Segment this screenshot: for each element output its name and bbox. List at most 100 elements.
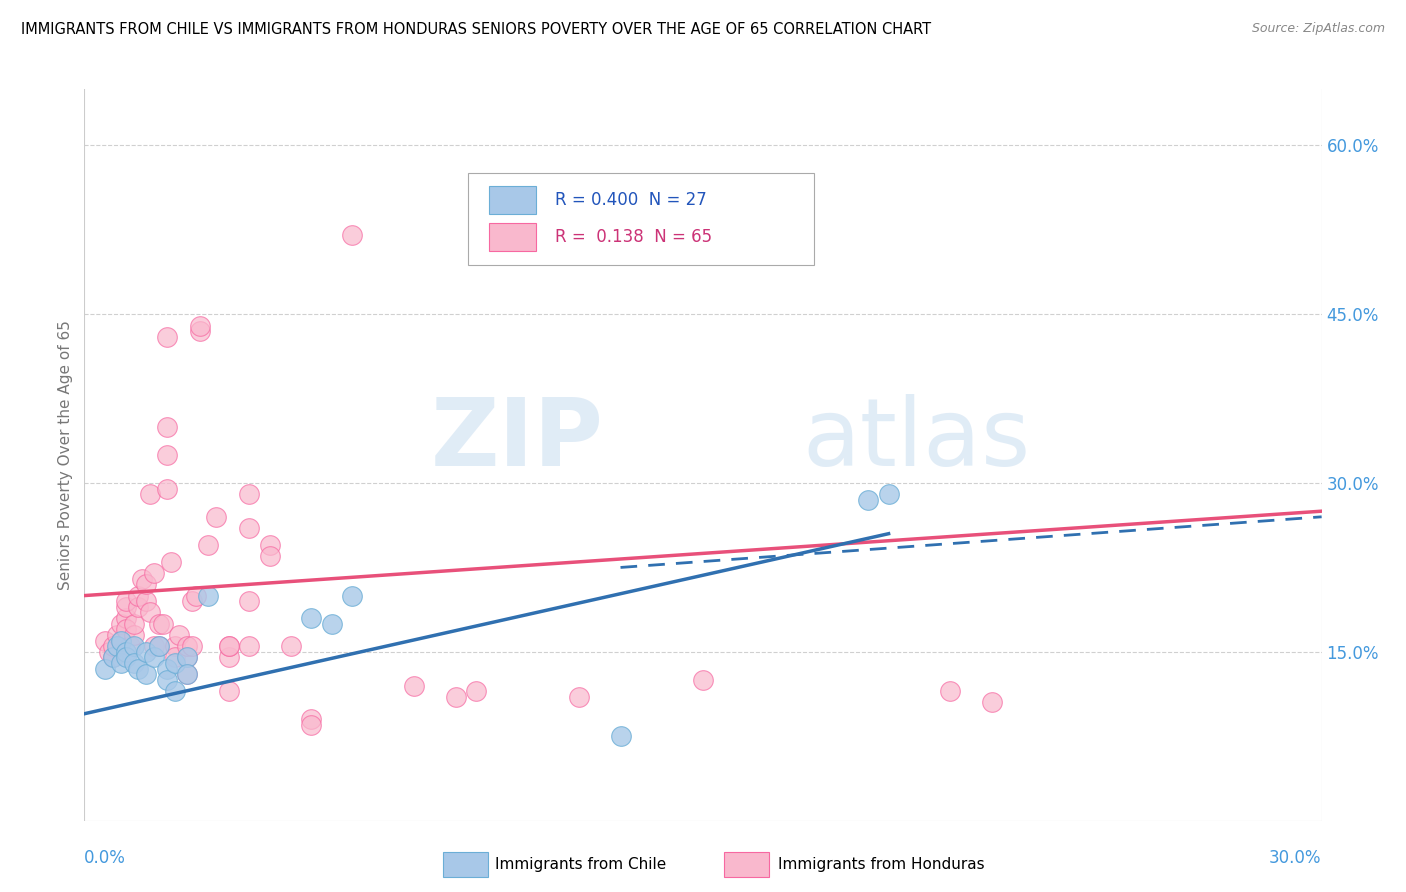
Point [197, 538, 219, 552]
Point [160, 555, 183, 569]
Y-axis label: Seniors Poverty Over the Age of 65: Seniors Poverty Over the Age of 65 [58, 320, 73, 590]
Point [856, 492, 879, 507]
Point [176, 667, 198, 681]
Point [180, 594, 202, 608]
Point [465, 684, 488, 698]
Point [122, 616, 145, 631]
Point [122, 656, 145, 670]
Point [180, 639, 202, 653]
Point [238, 487, 260, 501]
Point [148, 639, 170, 653]
Point [197, 589, 219, 603]
Point [980, 696, 1002, 710]
Point [156, 482, 179, 496]
Point [176, 639, 198, 653]
Point [114, 645, 136, 659]
Point [110, 616, 132, 631]
Text: Immigrants from Chile: Immigrants from Chile [495, 857, 666, 871]
Point [122, 628, 145, 642]
Bar [489, 223, 536, 251]
Text: atlas: atlas [801, 394, 1031, 486]
Point [188, 318, 211, 333]
Text: R = 0.400  N = 27: R = 0.400 N = 27 [554, 192, 706, 210]
Text: R =  0.138  N = 65: R = 0.138 N = 65 [554, 228, 711, 246]
Point [143, 639, 166, 653]
Point [342, 228, 364, 243]
Point [165, 656, 187, 670]
Point [156, 330, 179, 344]
Point [135, 667, 157, 681]
Point [135, 577, 157, 591]
Point [156, 419, 179, 434]
FancyBboxPatch shape [468, 173, 814, 265]
Point [139, 487, 162, 501]
Point [877, 487, 900, 501]
Point [122, 639, 145, 653]
Point [135, 594, 157, 608]
Point [148, 639, 170, 653]
Point [110, 633, 132, 648]
Text: 30.0%: 30.0% [1270, 849, 1322, 867]
Point [176, 667, 198, 681]
Bar [489, 186, 536, 214]
Point [299, 718, 322, 732]
Point [176, 650, 198, 665]
Point [184, 589, 207, 603]
Point [692, 673, 714, 687]
Point [568, 690, 591, 704]
Point [114, 599, 136, 614]
Point [94, 662, 117, 676]
Text: IMMIGRANTS FROM CHILE VS IMMIGRANTS FROM HONDURAS SENIORS POVERTY OVER THE AGE O: IMMIGRANTS FROM CHILE VS IMMIGRANTS FROM… [21, 22, 931, 37]
Point [105, 639, 128, 653]
Point [131, 572, 153, 586]
Point [103, 650, 125, 665]
Point [176, 650, 198, 665]
Point [110, 633, 132, 648]
Text: 0.0%: 0.0% [84, 849, 127, 867]
Point [939, 684, 962, 698]
Point [156, 662, 179, 676]
Point [238, 521, 260, 535]
Point [299, 611, 322, 625]
Point [114, 623, 136, 637]
Text: Immigrants from Honduras: Immigrants from Honduras [778, 857, 984, 871]
Point [609, 729, 631, 743]
Point [103, 650, 125, 665]
Point [135, 645, 157, 659]
Point [321, 616, 343, 631]
Point [218, 639, 240, 653]
Point [444, 690, 467, 704]
Point [342, 589, 364, 603]
Point [238, 639, 260, 653]
Point [165, 684, 187, 698]
Point [218, 650, 240, 665]
Point [148, 616, 170, 631]
Point [218, 639, 240, 653]
Point [94, 633, 117, 648]
Point [110, 656, 132, 670]
Point [127, 599, 149, 614]
Point [139, 606, 162, 620]
Point [188, 324, 211, 338]
Point [152, 616, 174, 631]
Point [118, 639, 141, 653]
Point [259, 549, 281, 564]
Point [143, 650, 166, 665]
Point [103, 639, 125, 653]
Point [114, 650, 136, 665]
Point [165, 650, 187, 665]
Point [114, 594, 136, 608]
Point [259, 538, 281, 552]
Point [114, 611, 136, 625]
Point [167, 628, 190, 642]
Point [218, 684, 240, 698]
Text: Source: ZipAtlas.com: Source: ZipAtlas.com [1251, 22, 1385, 36]
Point [299, 712, 322, 726]
Point [165, 639, 187, 653]
Point [127, 662, 149, 676]
Text: ZIP: ZIP [432, 394, 605, 486]
Point [105, 628, 128, 642]
Point [238, 594, 260, 608]
Point [205, 509, 228, 524]
Point [156, 448, 179, 462]
